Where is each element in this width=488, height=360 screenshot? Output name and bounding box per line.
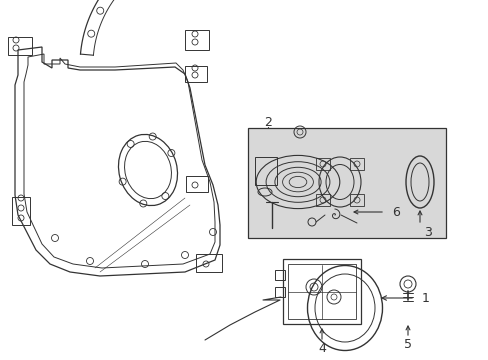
Bar [315,194,329,206]
Text: 4: 4 [317,342,325,355]
Bar [274,287,285,297]
Bar [274,270,285,280]
Bar [349,194,363,206]
Text: 5: 5 [403,338,411,351]
Bar [287,264,355,319]
Bar [184,30,208,50]
Bar [184,66,206,82]
Bar [349,158,363,170]
Text: 1: 1 [421,292,429,305]
Bar [247,128,445,238]
Text: 6: 6 [391,206,399,219]
Bar [185,176,207,192]
Text: 3: 3 [423,225,431,239]
Bar [315,158,329,170]
Bar [254,157,276,185]
Bar [12,197,30,225]
Text: 2: 2 [264,116,271,129]
Bar [8,37,32,55]
Bar [196,254,222,272]
Bar [283,259,360,324]
